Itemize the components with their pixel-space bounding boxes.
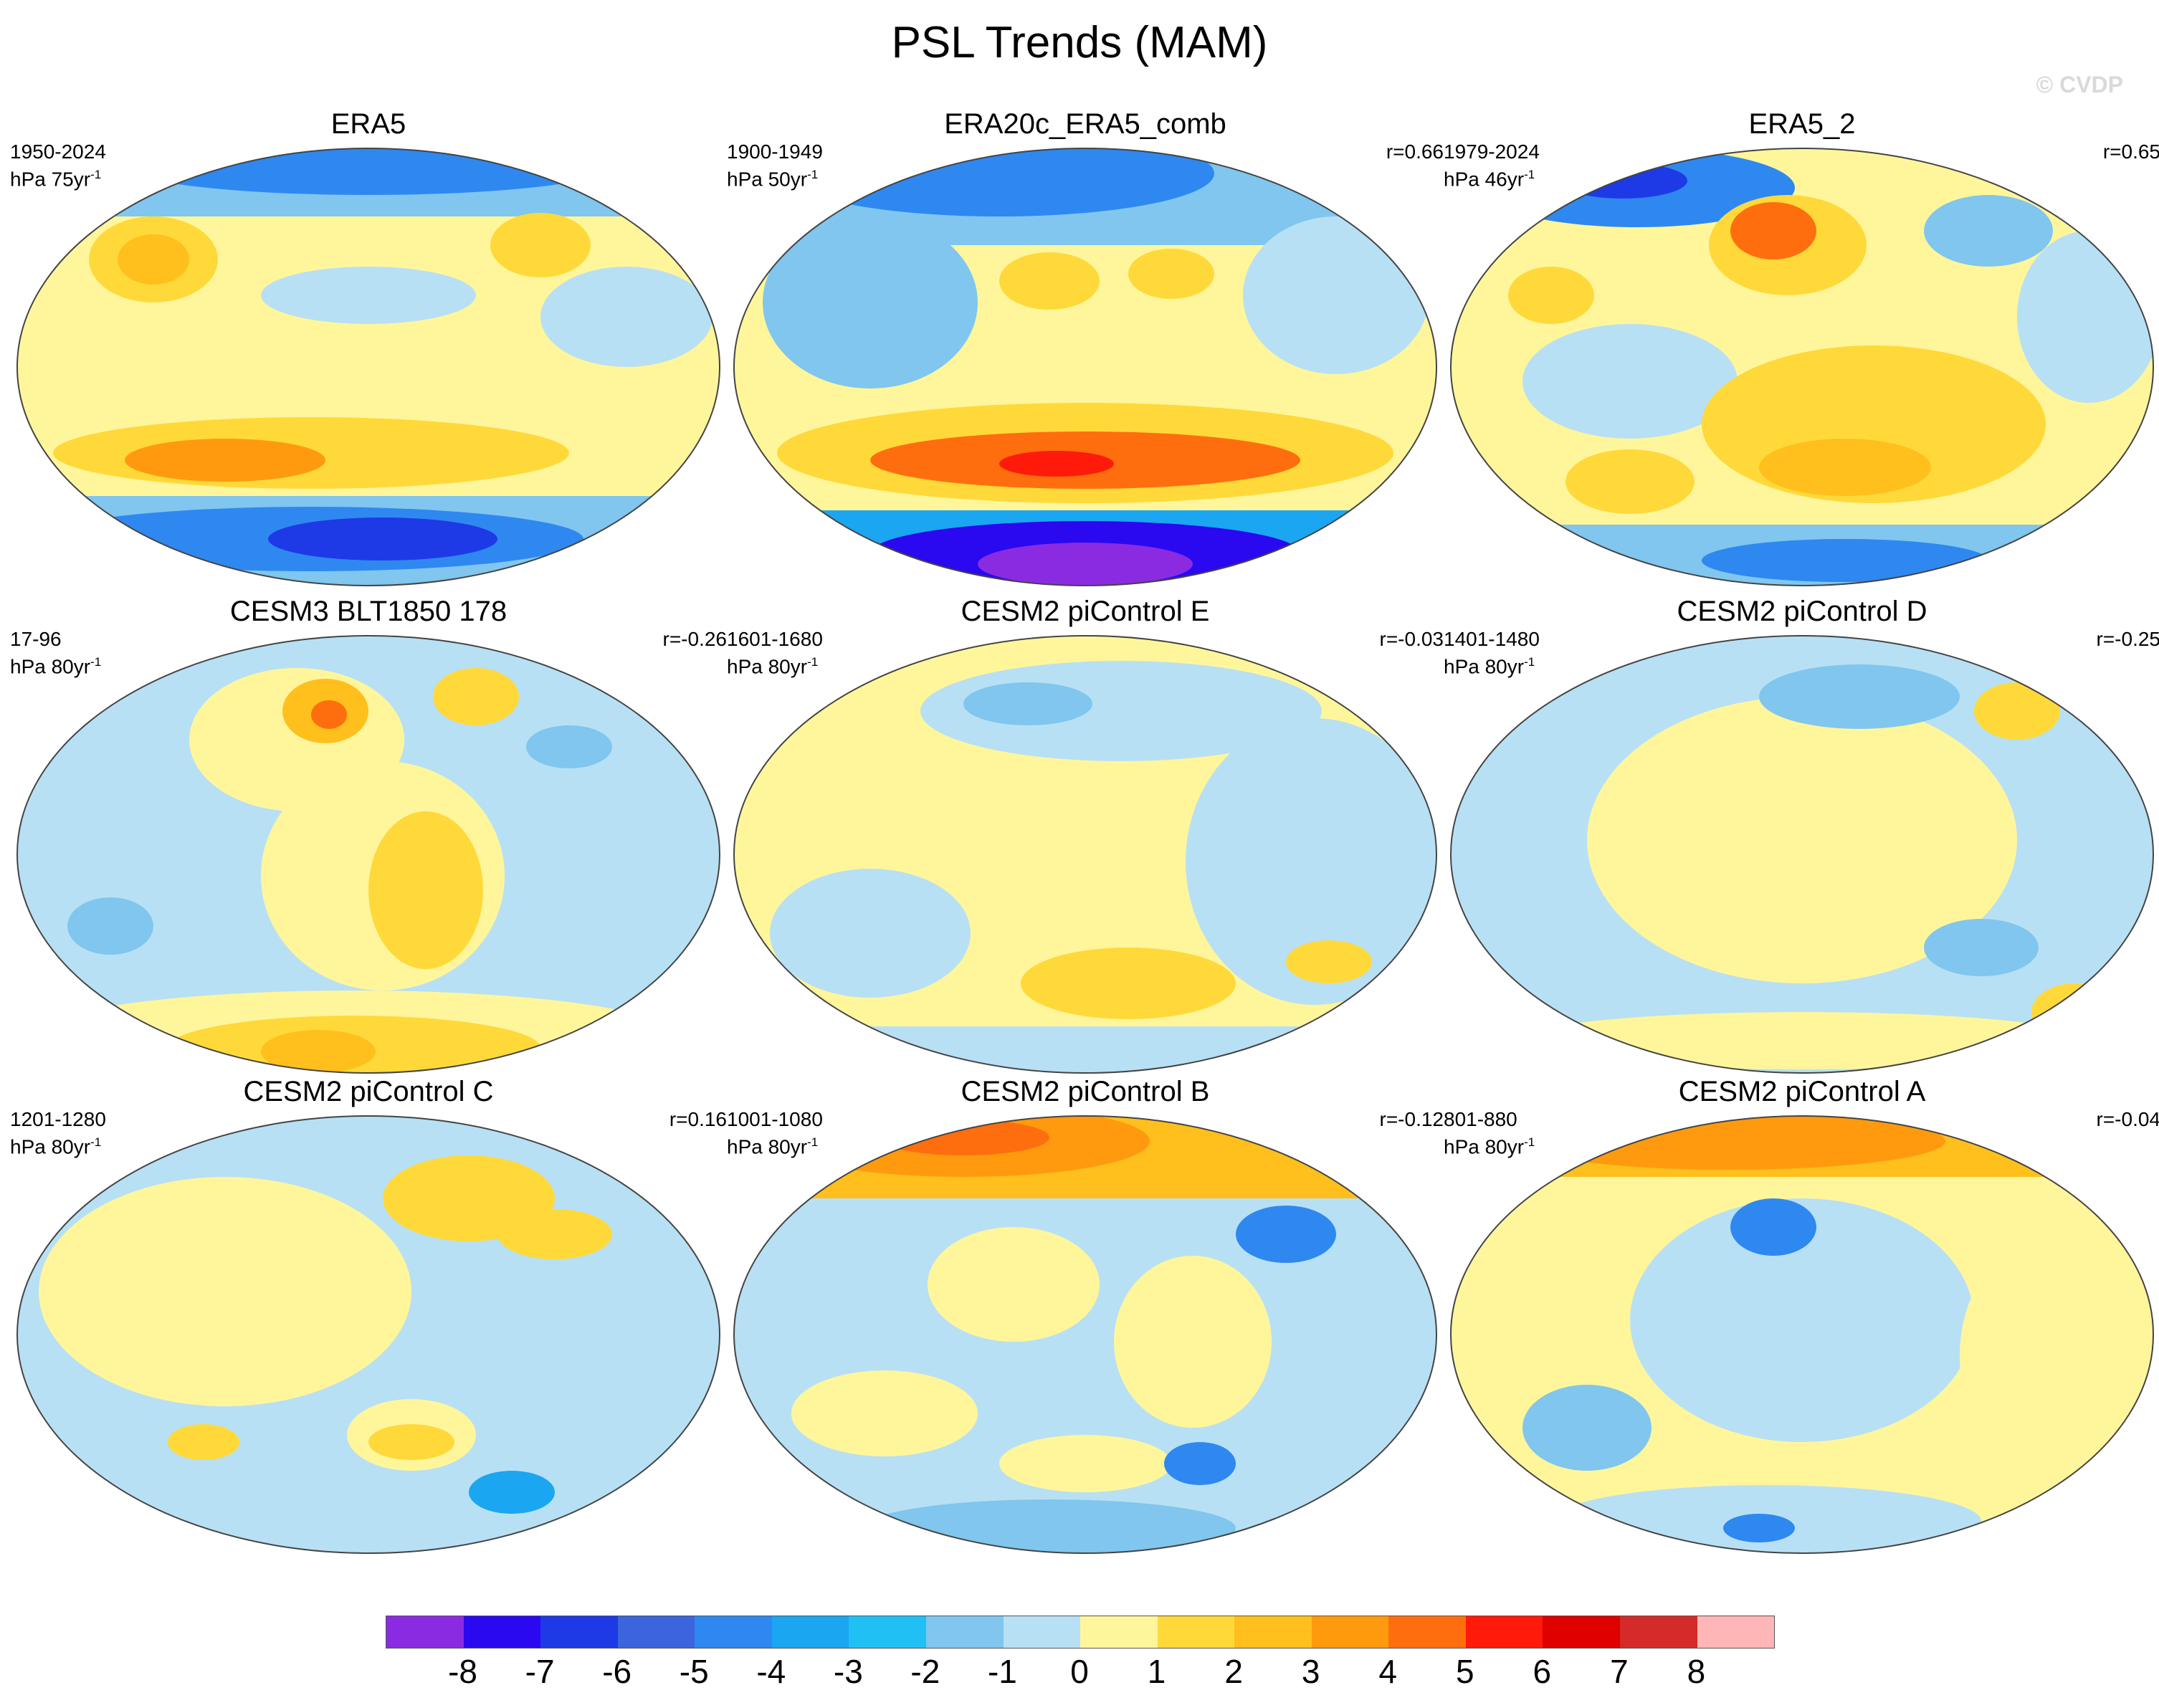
panel-cesm2-picontrol-b: CESM2 piControl B 1001-1080 hPa 80yr-1 r… xyxy=(727,1074,1444,1561)
panel-units: hPa 75yr-1 xyxy=(10,168,102,191)
map-era5 xyxy=(16,148,720,586)
panel-title: CESM2 piControl D xyxy=(1677,596,1927,627)
panel-title: ERA20c_ERA5_comb xyxy=(944,108,1226,140)
colorbar-cell xyxy=(1697,1616,1775,1648)
panel-cesm2-picontrol-e: CESM2 piControl E 1601-1680 hPa 80yr-1 r… xyxy=(727,593,1444,1081)
panel-correlation: r=-0.12 xyxy=(1379,1108,1444,1130)
colorbar-tick-label: 5 xyxy=(1455,1653,1474,1690)
panel-correlation: r=0.65 xyxy=(2102,140,2159,163)
colorbar-tick-label: -3 xyxy=(833,1653,863,1690)
colorbar xyxy=(386,1616,1775,1649)
colorbar-tick-label: -6 xyxy=(602,1653,632,1690)
panel-title: CESM3 BLT1850 178 xyxy=(229,596,507,627)
colorbar-cell xyxy=(695,1616,772,1648)
panel-title: ERA5_2 xyxy=(1748,108,1856,140)
panel-units: hPa 80yr-1 xyxy=(727,1135,819,1158)
map-era5-2 xyxy=(1450,148,2154,586)
colorbar-cell xyxy=(386,1616,464,1648)
colorbar-cell xyxy=(1080,1616,1158,1648)
map-era20c-era5-comb xyxy=(733,148,1437,586)
map-cesm2-picontrol-e xyxy=(733,635,1437,1074)
colorbar-tick-label: -5 xyxy=(679,1653,709,1690)
colorbar-cell xyxy=(1543,1616,1620,1648)
panel-cesm3-blt1850-178: CESM3 BLT1850 178 17-96 hPa 80yr-1 r=-0.… xyxy=(10,593,727,1081)
map-cesm3-blt1850-178 xyxy=(16,635,720,1074)
colorbar-tick-label: 2 xyxy=(1224,1653,1243,1690)
panel-period: 1601-1680 xyxy=(727,628,823,650)
colorbar-cell xyxy=(771,1616,849,1648)
panel-units: hPa 50yr-1 xyxy=(727,168,819,191)
watermark: © CVDP xyxy=(2036,72,2123,97)
colorbar-tick-label: 6 xyxy=(1533,1653,1552,1690)
map-cesm2-picontrol-b xyxy=(733,1115,1437,1554)
panel-period: 1201-1280 xyxy=(10,1108,106,1130)
panel-cesm2-picontrol-a: CESM2 piControl A 801-880 hPa 80yr-1 r=-… xyxy=(1444,1074,2159,1561)
panel-correlation: r=0.16 xyxy=(669,1108,727,1130)
panel-period: 801-880 xyxy=(1444,1108,1517,1130)
colorbar-cell xyxy=(617,1616,695,1648)
colorbar-tick-label: 4 xyxy=(1378,1653,1398,1690)
panel-units: hPa 80yr-1 xyxy=(727,655,819,678)
colorbar-tick-label: 7 xyxy=(1610,1653,1629,1690)
panel-period: 1950-2024 xyxy=(10,140,106,163)
panel-era20c-era5-comb: ERA20c_ERA5_comb 1900-1949 hPa 50yr-1 r=… xyxy=(727,106,1444,593)
map-cesm2-picontrol-a xyxy=(1450,1115,2154,1554)
colorbar-tick-label: -7 xyxy=(525,1653,555,1690)
panel-correlation: r=-0.25 xyxy=(2096,628,2159,650)
colorbar-tick-label: 3 xyxy=(1301,1653,1320,1690)
panel-period: 17-96 xyxy=(10,628,62,650)
colorbar-cell xyxy=(1620,1616,1697,1648)
panel-cesm2-picontrol-c: CESM2 piControl C 1201-1280 hPa 80yr-1 r… xyxy=(10,1074,727,1561)
panel-era5-2: ERA5_2 1979-2024 hPa 46yr-1 r=0.65 xyxy=(1444,106,2159,593)
colorbar-cell xyxy=(1465,1616,1543,1648)
panel-correlation: r=-0.03 xyxy=(1379,628,1444,650)
colorbar-tick-label: -4 xyxy=(756,1653,786,1690)
panel-units: hPa 80yr-1 xyxy=(10,655,102,678)
colorbar-cell xyxy=(849,1616,926,1648)
colorbar-cell xyxy=(1311,1616,1389,1648)
panel-period: 1900-1949 xyxy=(727,140,823,163)
panel-units: hPa 80yr-1 xyxy=(1444,655,1535,678)
colorbar-tick-label: -2 xyxy=(910,1653,940,1690)
map-cesm2-picontrol-d xyxy=(1450,635,2154,1074)
colorbar-cell xyxy=(540,1616,618,1648)
colorbar-cell xyxy=(1388,1616,1466,1648)
panel-title: CESM2 piControl A xyxy=(1678,1076,1926,1107)
panel-units: hPa 80yr-1 xyxy=(10,1135,102,1158)
panel-title: ERA5 xyxy=(330,108,406,140)
panel-title: CESM2 piControl E xyxy=(961,596,1210,627)
panel-cesm2-picontrol-d: CESM2 piControl D 1401-1480 hPa 80yr-1 r… xyxy=(1444,593,2159,1081)
colorbar-labels: -8 -7 -6 -5 -4 -3 -2 -1 0 1 2 3 4 5 6 7 8 xyxy=(386,1651,1773,1694)
colorbar-tick-label: 1 xyxy=(1147,1653,1166,1690)
colorbar-tick-label: -1 xyxy=(987,1653,1017,1690)
panel-correlation: r=0.66 xyxy=(1386,140,1444,163)
colorbar-cell xyxy=(925,1616,1004,1648)
colorbar-cell xyxy=(1003,1616,1081,1648)
panel-period: 1979-2024 xyxy=(1444,140,1540,163)
panel-units: hPa 80yr-1 xyxy=(1444,1135,1535,1158)
panel-era5: ERA5 1950-2024 hPa 75yr-1 xyxy=(10,106,727,593)
panel-units: hPa 46yr-1 xyxy=(1444,168,1535,191)
colorbar-tick-label: 8 xyxy=(1687,1653,1706,1690)
panel-period: 1001-1080 xyxy=(727,1108,823,1130)
panel-correlation: r=-0.26 xyxy=(662,628,728,650)
main-title: PSL Trends (MAM) xyxy=(891,18,1268,67)
panel-title: CESM2 piControl C xyxy=(243,1076,494,1107)
colorbar-cell xyxy=(1157,1616,1235,1648)
colorbar-cell xyxy=(1234,1616,1312,1648)
colorbar-tick-label: 0 xyxy=(1070,1653,1089,1690)
colorbar-cell xyxy=(463,1616,541,1648)
panel-title: CESM2 piControl B xyxy=(961,1076,1210,1107)
panel-period: 1401-1480 xyxy=(1444,628,1540,650)
map-cesm2-picontrol-c xyxy=(16,1115,720,1554)
panel-correlation: r=-0.04 xyxy=(2096,1108,2159,1130)
colorbar-tick-label: -8 xyxy=(448,1653,477,1690)
